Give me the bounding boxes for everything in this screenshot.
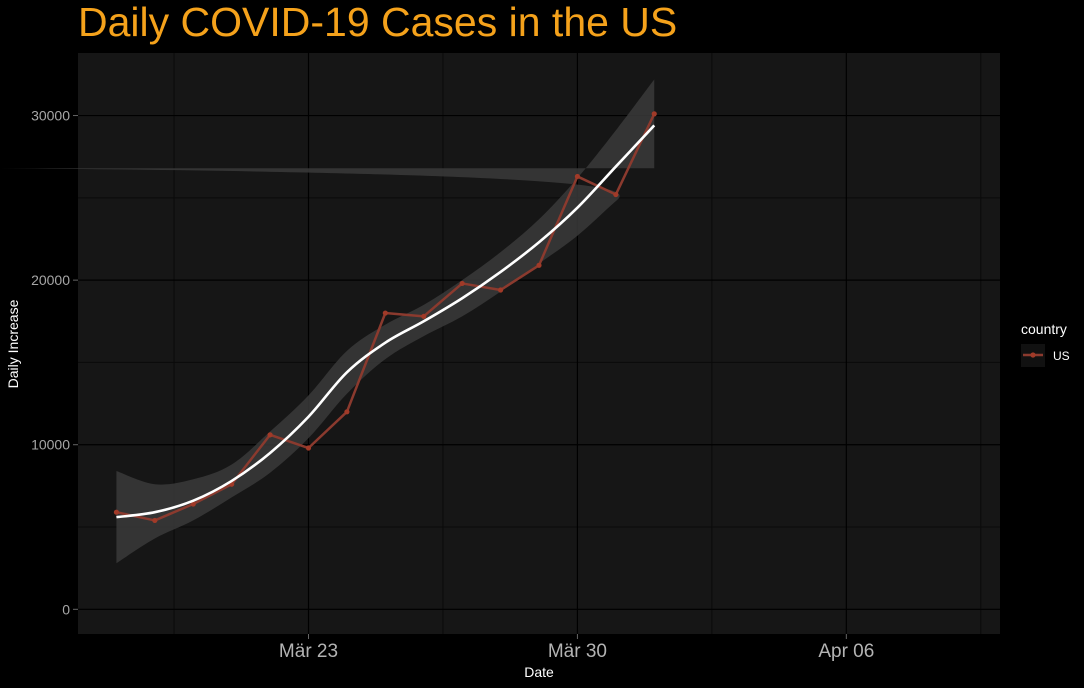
x-tick-label: Apr 06 xyxy=(818,641,874,662)
y-tick-label: 10000 xyxy=(31,437,70,453)
data-point xyxy=(382,310,388,316)
x-tick-label: Mär 23 xyxy=(279,641,338,662)
data-point xyxy=(497,287,504,293)
data-points xyxy=(113,111,657,524)
data-point xyxy=(113,509,120,515)
data-point xyxy=(536,262,542,268)
legend-title: country xyxy=(1021,321,1067,337)
data-point xyxy=(305,445,312,451)
y-tick-label: 20000 xyxy=(31,272,70,288)
y-tick-label: 0 xyxy=(62,601,70,617)
data-point xyxy=(421,313,427,319)
data-point xyxy=(574,173,581,180)
chart-title: Daily COVID-19 Cases in the US xyxy=(78,0,677,45)
x-axis-label: Date xyxy=(524,664,554,680)
y-axis-ticks: 0 10000 20000 30000 xyxy=(31,108,78,617)
x-tick-label: Mär 30 xyxy=(548,641,607,662)
legend: country US xyxy=(1021,321,1070,367)
major-gridlines xyxy=(78,53,1000,634)
data-point xyxy=(613,191,619,198)
minor-gridlines xyxy=(78,53,1000,634)
y-axis-label: Daily Increase xyxy=(5,299,21,388)
x-axis-ticks: Mär 23 Mär 30 Apr 06 xyxy=(279,634,874,662)
data-point xyxy=(152,517,158,524)
smooth-trend-line xyxy=(116,124,656,519)
legend-key-point xyxy=(1030,352,1036,358)
data-point xyxy=(190,501,196,507)
plot-panel xyxy=(78,53,1000,634)
data-point xyxy=(344,409,350,415)
legend-label-us: US xyxy=(1053,349,1070,363)
data-point xyxy=(267,432,273,438)
y-tick-label: 30000 xyxy=(31,108,70,124)
data-point xyxy=(651,111,657,117)
data-point xyxy=(459,280,465,287)
